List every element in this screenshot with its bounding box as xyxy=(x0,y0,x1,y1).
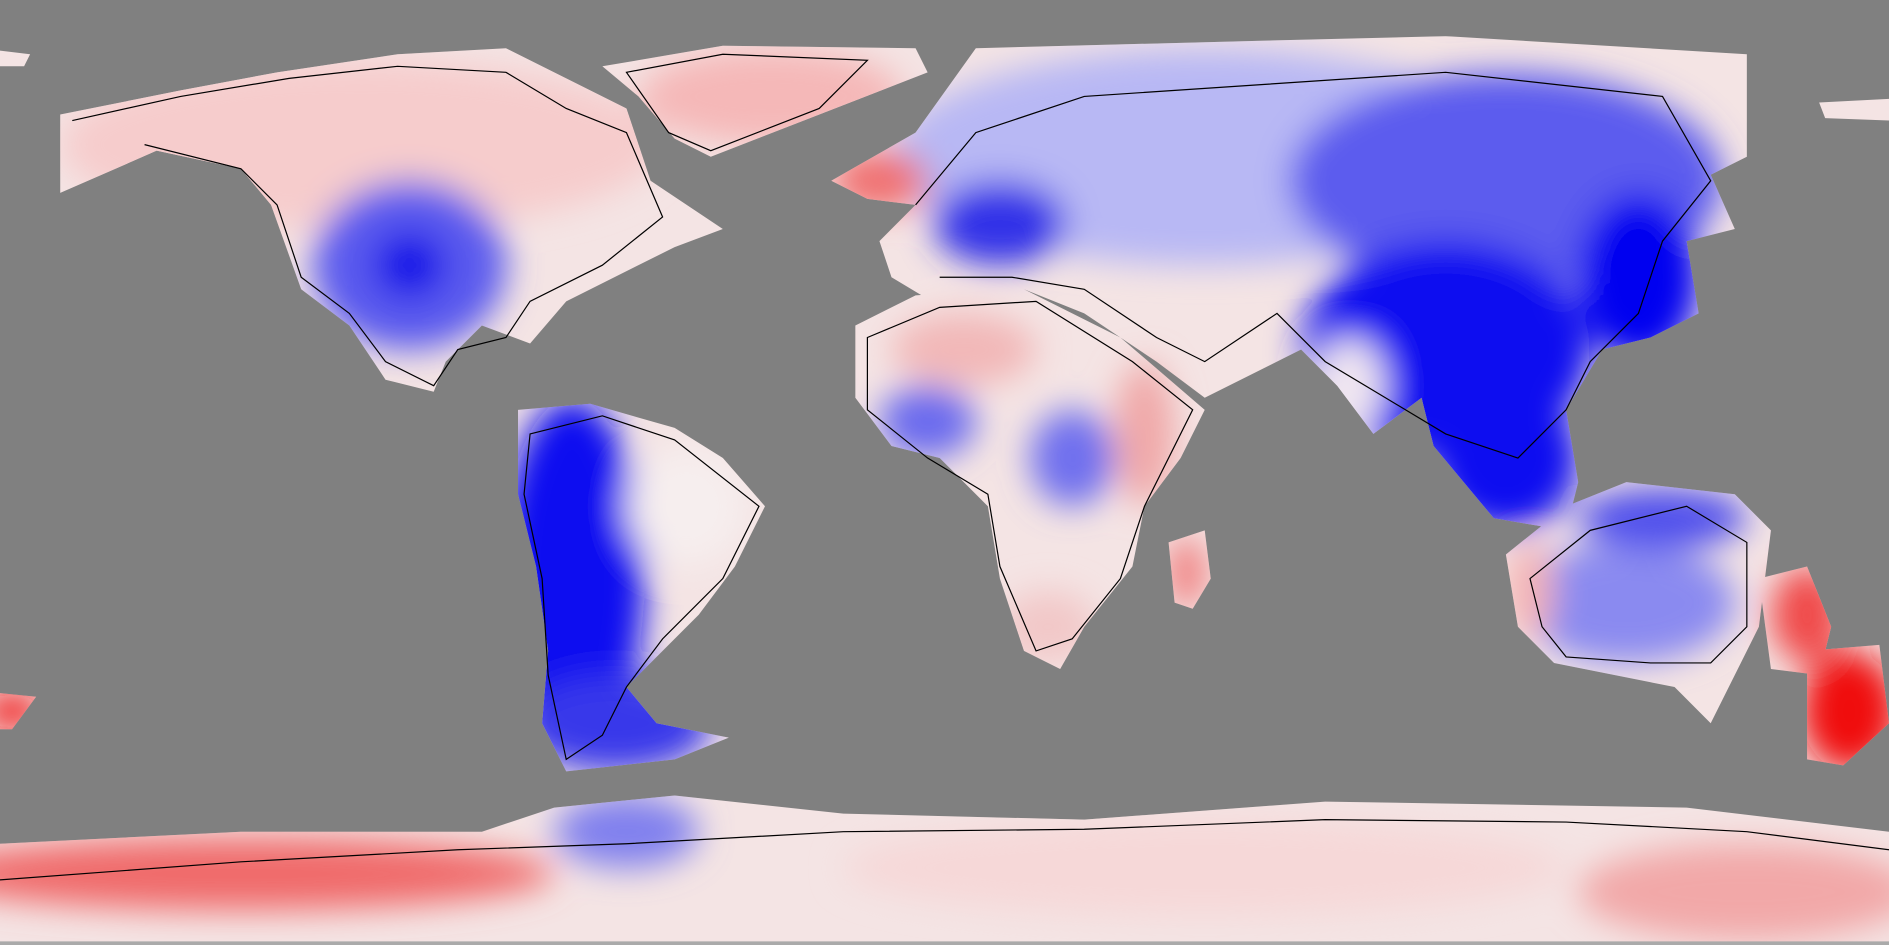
cold-patch xyxy=(879,385,976,459)
warm-patch xyxy=(0,837,555,911)
warm-patch xyxy=(1168,536,1205,609)
warm-patch xyxy=(891,313,1037,386)
warm-patch xyxy=(843,819,1567,917)
warm-patch xyxy=(1114,361,1175,507)
cold-patch xyxy=(933,180,1067,266)
cold-patch xyxy=(1030,409,1115,507)
cold-patch xyxy=(1578,488,1747,549)
coastline xyxy=(625,53,869,152)
cold-patch xyxy=(1578,192,1699,362)
bottom-edge xyxy=(0,941,1889,945)
neutral-patch xyxy=(626,445,747,567)
warm-patch xyxy=(1505,542,1555,639)
coastline xyxy=(1529,505,1748,664)
cold-patch xyxy=(554,795,699,868)
coastline xyxy=(0,819,1889,881)
coastline xyxy=(523,415,760,761)
coastline xyxy=(915,71,1712,459)
cold-patch xyxy=(373,231,446,299)
warm-patch xyxy=(1578,843,1889,941)
coastline xyxy=(866,300,1194,652)
cold-patch xyxy=(1517,542,1735,663)
warm-patch xyxy=(999,590,1097,663)
coastline xyxy=(72,65,664,387)
coastlines xyxy=(0,53,1889,881)
